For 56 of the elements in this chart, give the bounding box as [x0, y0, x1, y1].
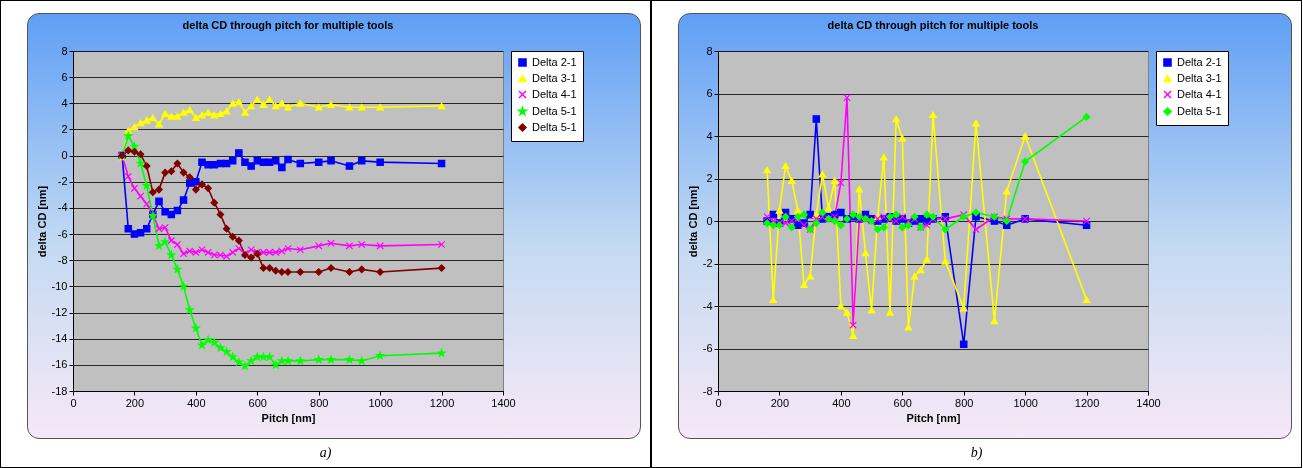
y-tick-label: -6: [702, 342, 713, 354]
legend-label: Delta 4-1: [1177, 87, 1222, 100]
legend-label: Delta 5-1: [1177, 104, 1222, 117]
x-axis-title: Pitch [nm]: [906, 411, 961, 424]
y-tick-label: 2: [706, 172, 713, 184]
x-axis-title: Pitch [nm]: [261, 411, 316, 424]
y-tick-label: 8: [61, 44, 68, 57]
y-tick-label: -8: [702, 384, 713, 397]
x-tick-label: 1000: [368, 396, 393, 409]
legend-label: Delta 2-1: [532, 55, 577, 68]
text: b): [969, 445, 984, 461]
x-tick-label: 1400: [1136, 396, 1161, 409]
y-tick-label: 6: [61, 70, 68, 83]
legend-label: Delta 5-1: [532, 104, 577, 117]
x-tick-label: 200: [770, 396, 790, 409]
chart-title: delta CD through pitch for multiple tools: [182, 19, 394, 31]
x-tick-label: 1400: [491, 396, 516, 409]
x-tick-label: 0: [715, 396, 722, 409]
y-tick-label: 0: [61, 149, 68, 162]
y-tick-label: -8: [57, 253, 68, 266]
y-tick-label: -2: [702, 257, 713, 269]
y-tick-label: -12: [51, 306, 68, 319]
y-tick-label: -4: [702, 299, 713, 312]
x-tick-label: 600: [893, 396, 912, 409]
y-axis-title: delta CD [nm]: [35, 185, 48, 258]
x-tick-label: 200: [125, 396, 145, 409]
x-tick-label: 0: [70, 396, 77, 409]
y-tick-label: -10: [51, 279, 68, 292]
legend-label: Delta 3-1: [1177, 71, 1222, 84]
y-tick-label: -16: [51, 358, 68, 371]
legend-label: Delta 4-1: [532, 87, 577, 100]
y-tick-label: 2: [61, 122, 68, 135]
chart-title: delta CD through pitch for multiple tools: [827, 19, 1039, 31]
y-tick-label: 8: [706, 44, 713, 57]
x-tick-label: 1200: [429, 396, 455, 409]
legend-label: Delta 2-1: [1177, 55, 1222, 68]
y-tick-label: -4: [57, 201, 68, 214]
y-tick-label: 4: [61, 96, 68, 109]
text: a): [318, 445, 333, 461]
x-tick-label: 800: [955, 396, 974, 409]
x-tick-label: 1000: [1013, 396, 1038, 409]
y-tick-label: -6: [57, 227, 68, 240]
x-tick-label: 1200: [1074, 396, 1100, 409]
y-tick-label: 6: [706, 87, 713, 99]
y-axis-title: delta CD [nm]: [686, 185, 699, 258]
x-tick-label: 800: [310, 396, 329, 409]
y-tick-label: -18: [51, 384, 68, 397]
y-tick-label: 0: [706, 214, 713, 227]
legend-label: Delta 5-1: [532, 120, 577, 133]
x-tick-label: 600: [248, 396, 267, 409]
y-tick-label: 4: [706, 129, 713, 142]
y-tick-label: -2: [57, 175, 68, 188]
y-tick-label: -14: [51, 332, 68, 345]
x-tick-label: 400: [187, 396, 206, 409]
x-tick-label: 400: [832, 396, 851, 409]
legend-label: Delta 3-1: [532, 71, 577, 84]
